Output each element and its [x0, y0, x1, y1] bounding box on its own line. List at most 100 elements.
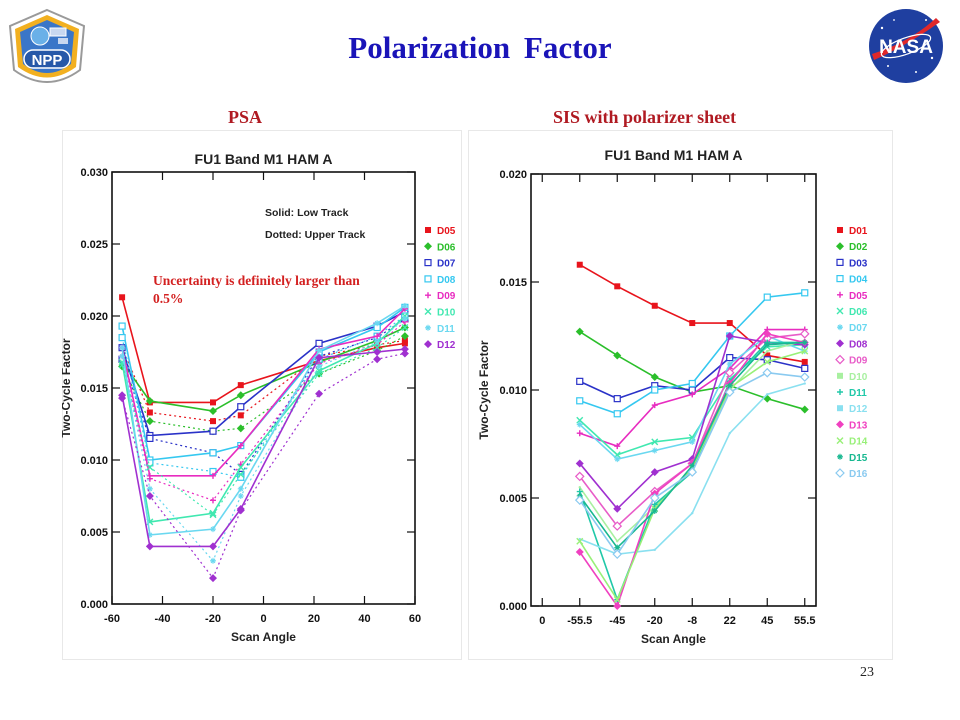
data-point-upper-D10 — [146, 463, 154, 471]
legend-label-D10: D10 — [849, 372, 868, 383]
data-point-upper-D12 — [236, 506, 245, 515]
y-tick-label: 0.015 — [80, 383, 108, 395]
legend-label-D08: D08 — [437, 275, 456, 286]
legend-label-D02: D02 — [849, 242, 868, 253]
data-point-upper-D05 — [210, 418, 216, 425]
data-point-upper-D07 — [146, 434, 154, 442]
legend-label-D07: D07 — [437, 259, 456, 270]
legend-label-D13: D13 — [849, 420, 868, 431]
data-point-D16 — [799, 372, 810, 382]
npp-logo: NPP — [8, 8, 86, 83]
data-point-D07 — [576, 421, 583, 428]
data-point-D07 — [726, 361, 733, 368]
slide-title: Polarization Factor — [348, 30, 612, 65]
legend-marker-D10 — [424, 308, 432, 315]
data-point-D10 — [237, 463, 245, 471]
chart-title: FU1 Band M1 HAM A — [605, 147, 743, 163]
data-point-D08 — [650, 468, 659, 477]
data-point-D07 — [689, 438, 696, 445]
data-point-upper-D11 — [401, 315, 408, 322]
chart-frame — [62, 130, 462, 660]
data-point-D12 — [373, 348, 382, 356]
data-point-D05 — [614, 443, 621, 450]
y-tick-label: 0.015 — [499, 277, 527, 289]
plot-area — [530, 173, 817, 610]
data-point-upper-D11 — [119, 353, 126, 360]
data-point-upper-D11 — [146, 485, 153, 492]
series-D16 — [574, 367, 810, 560]
data-point-D06 — [236, 391, 245, 400]
page-number: 23 — [860, 665, 874, 680]
x-tick-label: -55.5 — [567, 615, 592, 627]
chart-title: FU1 Band M1 HAM A — [195, 151, 333, 167]
data-point-D11 — [146, 531, 153, 538]
npp-logo-text: NPP — [32, 52, 63, 69]
data-point-D04 — [576, 397, 584, 405]
psa-subtitle: PSA — [228, 107, 263, 127]
legend-marker-D07 — [837, 324, 843, 331]
legend-label-D05: D05 — [437, 226, 456, 237]
legend-marker-D01 — [837, 227, 843, 233]
data-point-D04 — [763, 293, 771, 301]
data-point-D09 — [612, 521, 623, 531]
y-tick-label: 0.020 — [80, 311, 108, 323]
x-tick-label: -45 — [609, 615, 625, 627]
legend-label-D09: D09 — [437, 291, 456, 302]
legend-marker-D05 — [837, 291, 843, 298]
data-point-D13 — [763, 329, 772, 338]
y-tick-label: 0.010 — [499, 385, 527, 397]
data-point-D02 — [613, 351, 622, 360]
data-point-D12 — [400, 345, 409, 354]
data-point-D12 — [315, 353, 324, 362]
data-point-upper-D09 — [210, 497, 216, 504]
y-tick-label: 0.025 — [80, 239, 108, 251]
data-point-upper-D12 — [315, 389, 324, 398]
data-point-D12 — [803, 382, 806, 385]
data-point-D09 — [574, 471, 585, 482]
data-point-D05 — [689, 391, 696, 398]
data-point-D01 — [764, 352, 771, 359]
y-axis-label: Two-Cycle Factor — [477, 340, 491, 439]
data-point-upper-D10 — [315, 370, 323, 378]
legend-marker-D12 — [837, 405, 843, 412]
data-point-D05 — [651, 402, 658, 409]
data-point-D12 — [145, 542, 154, 551]
data-point-upper-D11 — [374, 338, 381, 345]
data-point-D06 — [576, 416, 584, 424]
data-point-D15 — [614, 544, 621, 551]
data-point-D15 — [801, 339, 808, 346]
legend-marker-D03 — [836, 258, 844, 266]
legend-label-D08: D08 — [849, 339, 868, 350]
data-point-upper-D08 — [118, 334, 126, 342]
x-tick-label: 22 — [724, 615, 736, 627]
data-point-D01 — [689, 320, 696, 327]
x-tick-label: -8 — [687, 615, 697, 627]
data-point-D05 — [119, 294, 126, 301]
data-point-D01 — [614, 283, 621, 290]
legend-marker-D09 — [425, 292, 431, 299]
data-point-D07 — [237, 403, 245, 411]
legend-marker-D08 — [424, 275, 432, 283]
legend-marker-D10 — [837, 372, 843, 379]
legend-marker-D13 — [836, 420, 844, 429]
y-tick-label: 0.000 — [80, 599, 108, 611]
y-tick-label: 0.030 — [80, 167, 108, 179]
data-point-D09 — [799, 328, 810, 339]
data-point-D14 — [801, 347, 809, 355]
data-point-D01 — [726, 320, 733, 327]
data-point-D12 — [766, 393, 769, 396]
series-D01 — [576, 261, 808, 365]
legend-marker-D05 — [425, 227, 431, 233]
data-point-upper-D11 — [316, 363, 323, 370]
data-point-D12 — [691, 511, 694, 515]
data-point-D03 — [726, 354, 734, 362]
series-D12 — [118, 345, 409, 583]
x-tick-label: -40 — [155, 613, 171, 625]
legend-marker-D15 — [837, 453, 843, 460]
series-D11 — [119, 302, 408, 564]
nasa-logo: NASA — [869, 9, 943, 83]
data-point-upper-D12 — [373, 355, 382, 364]
legend-label-D10: D10 — [437, 308, 456, 319]
x-tick-label: 55.5 — [794, 615, 815, 627]
data-point-D16 — [762, 367, 773, 378]
